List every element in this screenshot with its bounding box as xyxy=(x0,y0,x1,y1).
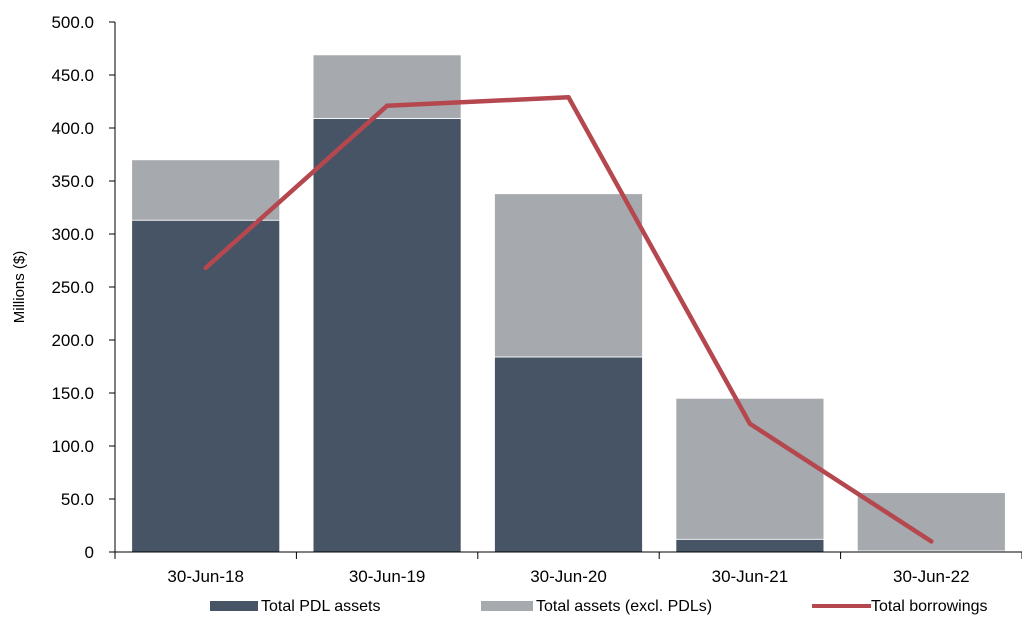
y-tick-label: 200.0 xyxy=(51,331,94,350)
point-total-borrowings-30-Jun-22 xyxy=(929,539,934,544)
x-tick-label: 30-Jun-21 xyxy=(712,567,789,586)
y-tick-label: 0 xyxy=(85,543,94,562)
x-ticks: 30-Jun-18 30-Jun-19 30-Jun-20 30-Jun-21 30-J… xyxy=(114,552,1022,586)
legend-label-borrowings: Total borrowings xyxy=(871,598,988,615)
bar-other-assets-30-Jun-18 xyxy=(131,159,281,221)
bar-pdl-assets-30-Jun-20 xyxy=(494,356,643,553)
bar-other-assets-30-Jun-20 xyxy=(494,193,643,358)
bar-other-assets-30-Jun-19 xyxy=(312,54,462,119)
point-total-borrowings-30-Jun-21 xyxy=(747,421,753,426)
x-tick-label: 30-Jun-22 xyxy=(893,567,970,586)
y-tick-label: 400.0 xyxy=(51,119,94,138)
y-tick-label: 300.0 xyxy=(51,225,94,244)
x-tick-label: 30-Jun-18 xyxy=(167,567,244,586)
bar-pdl-assets-30-Jun-19 xyxy=(312,118,462,553)
bar-pdl-assets-30-Jun-18 xyxy=(131,219,281,553)
legend-swatch-borrowings xyxy=(812,604,871,608)
x-tick-label: 30-Jun-20 xyxy=(530,567,607,586)
y-tick-label: 450.0 xyxy=(51,66,94,85)
y-axis-label: Millions ($) xyxy=(11,251,28,324)
legend-label-pdl: Total PDL assets xyxy=(261,598,380,615)
line-layer xyxy=(203,95,934,544)
x-tick-label: 30-Jun-19 xyxy=(349,567,426,586)
point-total-borrowings-30-Jun-20 xyxy=(566,95,571,100)
y-tick-label: 150.0 xyxy=(51,384,94,403)
y-tick-label: 50.0 xyxy=(61,490,94,509)
point-total-borrowings-30-Jun-19 xyxy=(384,103,390,108)
y-ticks: 0 50.0 100.0 150.0 200.0 250.0 300.0 350.0 400.0… xyxy=(51,13,115,562)
axes-layer: Millions ($) xyxy=(11,22,1022,553)
legend-label-assets: Total assets (excl. PDLs) xyxy=(536,598,712,615)
legend: Total PDL assets Total assets (excl. PDL… xyxy=(210,598,988,615)
y-tick-label: 500.0 xyxy=(51,13,94,32)
y-tick-label: 100.0 xyxy=(51,437,94,456)
point-total-borrowings-30-Jun-18 xyxy=(203,265,208,271)
bars-layer xyxy=(131,54,1006,553)
legend-swatch-assets xyxy=(481,601,533,611)
y-tick-label: 250.0 xyxy=(51,278,94,297)
bar-pdl-assets-30-Jun-21 xyxy=(675,538,825,553)
legend-swatch-pdl xyxy=(210,601,258,611)
y-tick-label: 350.0 xyxy=(51,172,94,191)
